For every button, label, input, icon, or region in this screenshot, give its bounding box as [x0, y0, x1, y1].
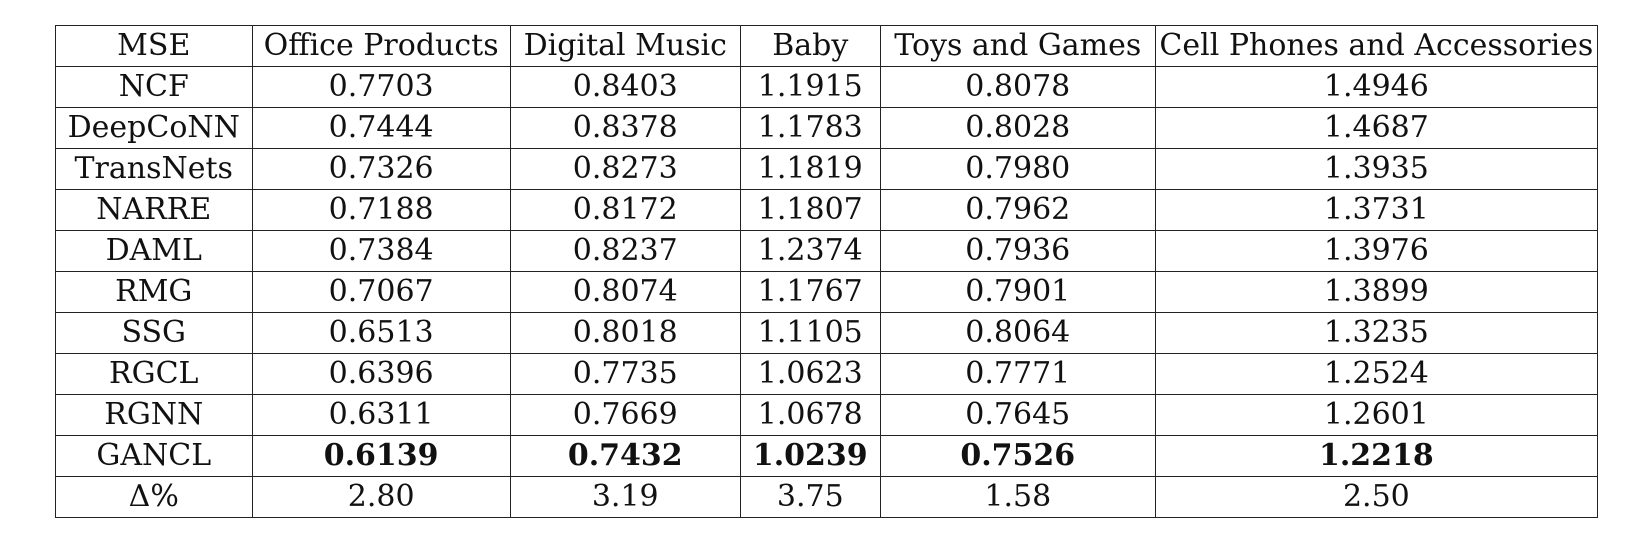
value-cell: 0.8237	[509, 230, 741, 272]
value-cell: 0.8064	[879, 312, 1156, 354]
table-row: SSG 0.6513 0.8018 1.1105 0.8064 1.3235	[55, 312, 1599, 354]
value-cell: 0.7735	[509, 353, 741, 395]
table-body: NCF 0.7703 0.8403 1.1915 0.8078 1.4946 DeepCoN…	[55, 66, 1599, 518]
value-cell: 1.3935	[1154, 148, 1599, 190]
header-cell-cell-phones: Cell Phones and Accessories	[1154, 25, 1599, 67]
value-cell: 0.6396	[251, 353, 511, 395]
value-cell: 0.7444	[251, 107, 511, 149]
value-cell: 0.7901	[879, 271, 1156, 313]
value-cell: 0.7936	[879, 230, 1156, 272]
model-name-cell: DeepCoNN	[55, 107, 253, 149]
mse-results-table: MSE Office Products Digital Music Baby T…	[55, 25, 1599, 518]
value-cell: 1.1819	[739, 148, 881, 190]
value-cell: 0.7526	[879, 435, 1156, 477]
table-row: TransNets 0.7326 0.8273 1.1819 0.7980 1.3935	[55, 148, 1599, 190]
table-row: NARRE 0.7188 0.8172 1.1807 0.7962 1.3731	[55, 189, 1599, 231]
value-cell: 1.0239	[739, 435, 881, 477]
header-cell-office-products: Office Products	[251, 25, 511, 67]
value-cell: 3.75	[739, 476, 881, 518]
value-cell: 1.1767	[739, 271, 881, 313]
value-cell: 1.2601	[1154, 394, 1599, 436]
value-cell: 0.8273	[509, 148, 741, 190]
value-cell: 1.1807	[739, 189, 881, 231]
value-cell: 0.7326	[251, 148, 511, 190]
table-row: Δ% 2.80 3.19 3.75 1.58 2.50	[55, 476, 1599, 518]
model-name-cell: DAML	[55, 230, 253, 272]
value-cell: 2.80	[251, 476, 511, 518]
value-cell: 1.4687	[1154, 107, 1599, 149]
header-cell-metric: MSE	[55, 25, 253, 67]
model-name-cell: GANCL	[55, 435, 253, 477]
value-cell: 2.50	[1154, 476, 1599, 518]
value-cell: 0.8078	[879, 66, 1156, 108]
value-cell: 1.3235	[1154, 312, 1599, 354]
value-cell: 1.1915	[739, 66, 881, 108]
value-cell: 1.1105	[739, 312, 881, 354]
table-row: GANCL 0.6139 0.7432 1.0239 0.7526 1.2218	[55, 435, 1599, 477]
table-row: DAML 0.7384 0.8237 1.2374 0.7936 1.3976	[55, 230, 1599, 272]
value-cell: 1.0623	[739, 353, 881, 395]
value-cell: 0.7703	[251, 66, 511, 108]
value-cell: 0.7188	[251, 189, 511, 231]
model-name-cell: NCF	[55, 66, 253, 108]
value-cell: 1.2374	[739, 230, 881, 272]
value-cell: 1.4946	[1154, 66, 1599, 108]
value-cell: 1.58	[879, 476, 1156, 518]
model-name-cell: RGNN	[55, 394, 253, 436]
header-cell-baby: Baby	[739, 25, 881, 67]
table-row: RMG 0.7067 0.8074 1.1767 0.7901 1.3899	[55, 271, 1599, 313]
model-name-cell: TransNets	[55, 148, 253, 190]
header-cell-digital-music: Digital Music	[509, 25, 741, 67]
value-cell: 1.1783	[739, 107, 881, 149]
header-row: MSE Office Products Digital Music Baby T…	[55, 25, 1599, 67]
table-row: DeepCoNN 0.7444 0.8378 1.1783 0.8028 1.4687	[55, 107, 1599, 149]
value-cell: 0.8018	[509, 312, 741, 354]
value-cell: 0.7432	[509, 435, 741, 477]
value-cell: 1.2218	[1154, 435, 1599, 477]
value-cell: 3.19	[509, 476, 741, 518]
value-cell: 1.3731	[1154, 189, 1599, 231]
value-cell: 0.8074	[509, 271, 741, 313]
value-cell: 0.6139	[251, 435, 511, 477]
value-cell: 0.8172	[509, 189, 741, 231]
table-row: RGCL 0.6396 0.7735 1.0623 0.7771 1.2524	[55, 353, 1599, 395]
value-cell: 0.8028	[879, 107, 1156, 149]
value-cell: 1.2524	[1154, 353, 1599, 395]
header-cell-toys-and-games: Toys and Games	[879, 25, 1156, 67]
value-cell: 0.7962	[879, 189, 1156, 231]
model-name-cell: RGCL	[55, 353, 253, 395]
value-cell: 0.6311	[251, 394, 511, 436]
value-cell: 0.7384	[251, 230, 511, 272]
model-name-cell: NARRE	[55, 189, 253, 231]
model-name-cell: SSG	[55, 312, 253, 354]
model-name-cell: Δ%	[55, 476, 253, 518]
value-cell: 0.7980	[879, 148, 1156, 190]
model-name-cell: RMG	[55, 271, 253, 313]
value-cell: 0.7771	[879, 353, 1156, 395]
table-row: RGNN 0.6311 0.7669 1.0678 0.7645 1.2601	[55, 394, 1599, 436]
value-cell: 0.7669	[509, 394, 741, 436]
table-row: NCF 0.7703 0.8403 1.1915 0.8078 1.4946	[55, 66, 1599, 108]
value-cell: 0.7067	[251, 271, 511, 313]
value-cell: 1.3976	[1154, 230, 1599, 272]
value-cell: 1.3899	[1154, 271, 1599, 313]
value-cell: 0.8403	[509, 66, 741, 108]
value-cell: 0.6513	[251, 312, 511, 354]
value-cell: 0.7645	[879, 394, 1156, 436]
value-cell: 0.8378	[509, 107, 741, 149]
value-cell: 1.0678	[739, 394, 881, 436]
